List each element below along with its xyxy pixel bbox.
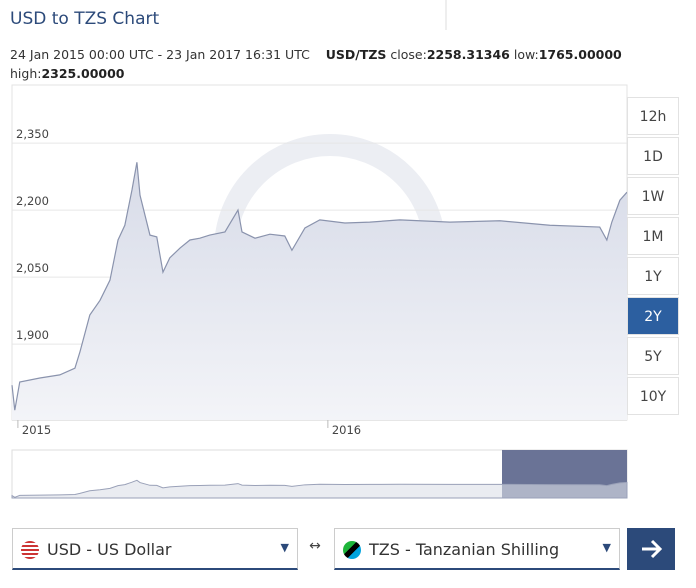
range-button[interactable]: 1Y [627, 257, 679, 295]
from-select[interactable]: USD - US Dollar ▼ [12, 528, 298, 570]
low: 1765.00000 [538, 47, 622, 62]
range: 24 Jan 2015 00:00 UTC - 23 Jan 2017 16:3… [10, 47, 310, 62]
caret: ▼ [280, 541, 289, 554]
to-select[interactable]: TZS - Tanzanian Shilling ▼ [334, 528, 620, 570]
y-tick-label: 2,050 [16, 261, 49, 275]
low-label: low: [513, 47, 539, 62]
y-tick-label: 2,350 [16, 127, 49, 141]
range-button[interactable]: 2Y [627, 297, 679, 335]
tz-flag [343, 541, 361, 559]
title: USD to TZS Chart [10, 9, 160, 29]
range-button[interactable]: 5Y [627, 337, 679, 375]
from-currency: USD - US Dollar [47, 540, 172, 559]
arrow-icon [642, 539, 663, 559]
high-label: high: [10, 66, 42, 81]
swap-icon[interactable]: ↔ [309, 538, 321, 554]
high: 2325.00000 [41, 66, 125, 81]
navigator-line [11, 479, 628, 499]
y-tick-label: 1,900 [16, 328, 49, 342]
info: 24 Jan 2015 00:00 UTC - 23 Jan 2017 16:3… [10, 45, 650, 83]
close-label: close: [390, 47, 427, 62]
range-button[interactable]: 12h [627, 97, 679, 135]
area-fill [12, 162, 627, 421]
us-flag [21, 541, 39, 559]
area-line [11, 162, 628, 411]
x-tick-label: 2016 [332, 423, 361, 437]
x-tick-label: 2015 [22, 423, 51, 437]
range-button[interactable]: 1M [627, 217, 679, 255]
range-button[interactable]: 10Y [627, 377, 679, 415]
navigator [11, 449, 628, 499]
pair: USD/TZS [325, 47, 387, 62]
close: 2258.31346 [426, 47, 510, 62]
range-button[interactable]: 1D [627, 137, 679, 175]
to-currency: TZS - Tanzanian Shilling [369, 540, 560, 559]
range-button[interactable]: 1W [627, 177, 679, 215]
caret: ▼ [602, 541, 611, 554]
y-tick-label: 2,200 [16, 194, 49, 208]
